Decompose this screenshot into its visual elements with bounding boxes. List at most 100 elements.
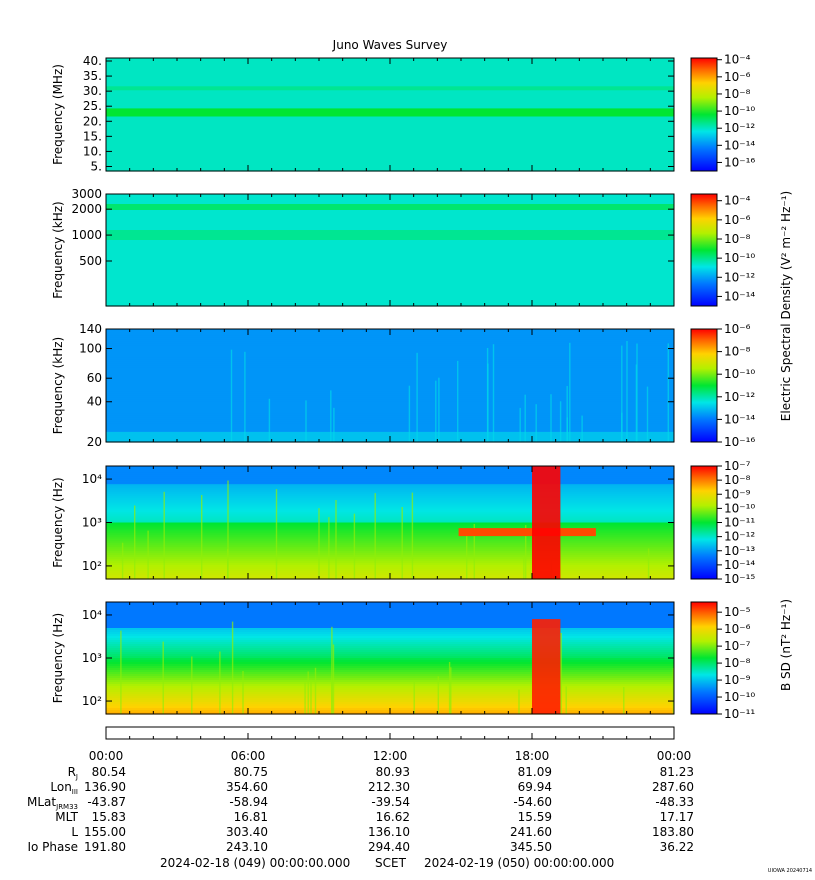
spectrogram-row — [106, 644, 674, 647]
colorbar-tick-label: 10⁻⁸ — [724, 656, 751, 670]
spectrogram-row — [106, 672, 674, 675]
spectrogram-row — [106, 538, 674, 542]
x-tick-label: 18:00 — [515, 749, 550, 763]
spectrogram-row — [106, 425, 674, 429]
spectrogram-row — [106, 136, 674, 140]
spectrogram-row — [106, 680, 674, 683]
emission-streak — [120, 630, 122, 714]
ephemeris-label: LonIII — [50, 780, 78, 796]
emission-streak — [550, 394, 552, 442]
spectrogram-row — [106, 427, 674, 431]
ephemeris-value: 303.40 — [226, 825, 268, 839]
spectrogram-row — [106, 684, 674, 687]
spectrogram-row — [106, 478, 674, 481]
emission-streak — [569, 342, 571, 442]
spectrogram-row — [106, 208, 674, 211]
spectrogram-row — [106, 371, 674, 374]
spectrogram-row — [106, 381, 674, 385]
spectrogram-row — [106, 204, 674, 207]
emission-streak — [466, 531, 468, 579]
spectrogram-row — [106, 104, 674, 107]
spectrogram-row — [106, 638, 674, 641]
spectrogram-row — [106, 676, 674, 679]
spectrogram-row — [106, 236, 674, 239]
spectrogram-row — [106, 628, 674, 631]
x-tick-label: 06:00 — [231, 749, 266, 763]
spectrogram-row — [106, 540, 674, 544]
spectrogram-row — [106, 353, 674, 356]
spectrogram-row — [106, 570, 674, 574]
spectrogram-row — [106, 228, 674, 231]
spectrogram-row — [106, 256, 674, 259]
spectrogram-row — [106, 246, 674, 249]
spectrogram-row — [106, 654, 674, 657]
emission-streak — [559, 401, 562, 442]
colorbar — [690, 57, 718, 172]
emission-streak — [566, 386, 568, 442]
spectrogram-row — [106, 108, 674, 111]
spectrogram-row — [106, 610, 674, 613]
spectrogram-row — [106, 120, 674, 124]
spectrogram-row — [106, 128, 674, 132]
emission-streak — [672, 667, 675, 714]
colorbar-tick-label: 10⁻¹⁴ — [724, 412, 755, 426]
spectrogram-row — [106, 399, 674, 403]
ephemeris-label: L — [71, 825, 78, 839]
ephemeris-value: 155.00 — [84, 825, 126, 839]
spectrogram-row — [106, 68, 674, 71]
spectrogram-row — [106, 423, 674, 427]
ephemeris-table: RJ 80.54 80.75 80.93 81.09 81.23 LonIII 136.90 3… — [27, 765, 694, 854]
spectrogram-row — [106, 472, 674, 475]
spectrogram-row — [106, 282, 674, 285]
spectrogram-row — [106, 276, 674, 279]
panel-4: 10⁴ 10³ 10² Frequency (Hz) 10⁻⁷10⁻⁸10⁻⁹10⁻¹⁰… — [51, 459, 755, 586]
spectrogram-row — [106, 84, 674, 87]
spectrogram-row — [106, 226, 674, 229]
emission-streak — [331, 680, 333, 714]
spectrogram-row — [106, 90, 674, 93]
electric-colorbar-label: Electric Spectral Density (V² m⁻² Hz⁻¹) — [779, 191, 793, 421]
spectrogram-row — [106, 114, 674, 118]
colorbar-tick-label: 10⁻⁷ — [724, 459, 751, 473]
colorbar-tick-label: 10⁻¹⁴ — [724, 558, 755, 572]
spectrogram-row — [106, 706, 674, 709]
colorbar-tick-label: 10⁻⁸ — [724, 473, 751, 487]
spectrogram-row — [106, 634, 674, 637]
spectrogram-row — [106, 608, 674, 611]
spectrogram-row — [106, 144, 674, 148]
spectrogram-row — [106, 118, 674, 122]
spectrogram-row — [106, 116, 674, 120]
spectrogram-row — [106, 498, 674, 501]
emission-streak — [201, 495, 203, 579]
spectrogram-row — [106, 351, 674, 354]
emission-streak — [581, 415, 583, 442]
spectrogram-row — [106, 150, 674, 154]
spectrogram-row — [106, 512, 674, 515]
spectrogram-row — [106, 152, 674, 156]
spectrogram-row — [106, 280, 674, 283]
spectrogram-row — [106, 82, 674, 85]
colorbar-tick-label: 10⁻¹⁰ — [724, 690, 755, 704]
spectrogram-row — [106, 298, 674, 301]
emission-streak — [318, 508, 320, 579]
spectrogram-row — [106, 367, 674, 370]
spectrogram-row — [106, 526, 674, 530]
spectrogram-row — [106, 488, 674, 491]
colorbar-tick-label: 10⁻⁵ — [724, 605, 751, 619]
spectrogram-row — [106, 212, 674, 215]
spectrogram-row — [106, 500, 674, 503]
spectrogram-row — [106, 696, 674, 699]
y-tick-label: 10³ — [82, 651, 102, 665]
spectrogram-row — [106, 254, 674, 257]
emission-streak — [565, 686, 567, 714]
colorbar-tick-label: 10⁻¹⁶ — [724, 435, 755, 449]
spectrogram-row — [106, 132, 674, 136]
emission-streak — [519, 407, 521, 442]
colorbar-tick-label: 10⁻¹⁵ — [724, 572, 755, 586]
spectrogram-row — [106, 650, 674, 653]
spectrogram-row — [106, 270, 674, 273]
spectrogram-row — [106, 383, 674, 387]
ephemeris-value: 69.94 — [518, 780, 552, 794]
colorbar-tick-label: 10⁻¹⁶ — [724, 155, 755, 169]
